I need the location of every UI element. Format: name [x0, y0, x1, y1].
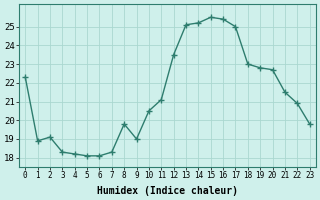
X-axis label: Humidex (Indice chaleur): Humidex (Indice chaleur)	[97, 186, 238, 196]
